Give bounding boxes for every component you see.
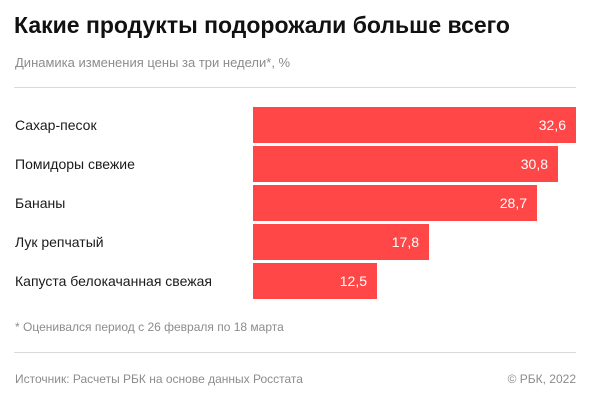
bar-value-label: 32,6 <box>538 117 566 133</box>
chart-subtitle: Динамика изменения цены за три недели*, … <box>15 55 291 70</box>
category-label: Помидоры свежие <box>15 156 135 172</box>
copyright: © РБК, 2022 <box>507 372 576 386</box>
footnote: * Оценивался период с 26 февраля по 18 м… <box>15 320 284 334</box>
source-note: Источник: Расчеты РБК на основе данных Р… <box>15 372 303 386</box>
bar <box>253 107 576 143</box>
bar-value-label: 30,8 <box>520 156 548 172</box>
category-label: Сахар-песок <box>15 117 97 133</box>
bar-value-label: 17,8 <box>391 234 419 250</box>
category-label: Капуста белокачанная свежая <box>15 273 212 289</box>
bar <box>253 185 537 221</box>
category-label: Лук репчатый <box>15 234 104 250</box>
bar <box>253 224 429 260</box>
bottom-divider <box>14 352 576 353</box>
top-divider <box>14 87 576 88</box>
bar <box>253 146 558 182</box>
bar-value-label: 28,7 <box>499 195 527 211</box>
chart-title: Какие продукты подорожали больше всего <box>14 12 510 38</box>
bar-value-label: 12,5 <box>339 273 367 289</box>
category-label: Бананы <box>15 195 66 211</box>
bar <box>253 263 377 299</box>
